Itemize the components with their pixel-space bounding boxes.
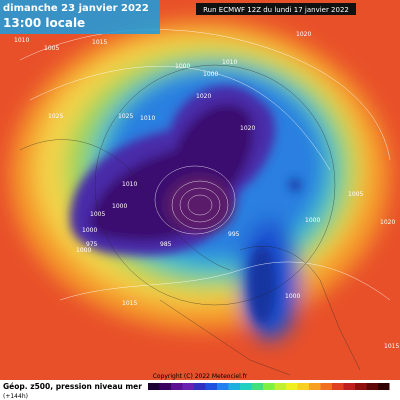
scale-swatch <box>297 383 309 390</box>
isobar-label: 1015 <box>92 39 107 46</box>
isobar-label: 1020 <box>296 31 311 38</box>
scale-swatch <box>355 383 367 390</box>
scale-swatch <box>240 383 252 390</box>
run-info: Run ECMWF 12Z du lundi 17 janvier 2022 <box>203 6 349 14</box>
isobar-label: 975 <box>86 241 98 248</box>
isobar-label: 1010 <box>140 115 155 122</box>
scale-swatch <box>171 383 183 390</box>
isobar-label: 1000 <box>285 293 300 300</box>
isobar-label: 1010 <box>14 37 29 44</box>
isobar-label: 1000 <box>305 217 320 224</box>
isobar-label: 1010 <box>222 59 237 66</box>
scale-swatch <box>309 383 321 390</box>
isobar-label: 1020 <box>240 125 255 132</box>
isobar-label: 1000 <box>76 247 91 254</box>
scale-swatch <box>148 383 160 390</box>
isobar-label: 1000 <box>175 63 190 70</box>
scale-swatch <box>274 383 286 390</box>
isobar-label: 1015 <box>122 300 137 307</box>
scale-swatch <box>332 383 344 390</box>
scale-swatch <box>378 383 390 390</box>
isobar-label: 1005 <box>44 45 59 52</box>
copyright: Copyright (C) 2022 Meteociel.fr <box>153 373 248 380</box>
scale-swatch <box>286 383 298 390</box>
isobar-label: 1000 <box>112 203 127 210</box>
isobar-label: 1005 <box>90 211 105 218</box>
isobar-label: 1020 <box>380 219 395 226</box>
scale-swatch <box>182 383 194 390</box>
forecast-date: dimanche 23 janvier 2022 <box>3 3 149 14</box>
footer-lead: (+144h) <box>3 393 28 400</box>
run-box <box>196 3 356 15</box>
isobar-label: 1010 <box>122 181 137 188</box>
isobar-label: 995 <box>228 231 240 238</box>
isobar-label: 985 <box>160 241 172 248</box>
scale-swatch <box>263 383 275 390</box>
scale-swatch <box>251 383 263 390</box>
isobar-label: 1005 <box>348 191 363 198</box>
header-box <box>0 0 160 34</box>
scale-swatch <box>217 383 229 390</box>
isobar-label: 1025 <box>48 113 63 120</box>
isobar-label: 1000 <box>203 71 218 78</box>
footer-title: Géop. z500, pression niveau mer <box>3 382 142 391</box>
geopotential-field <box>0 0 400 380</box>
isobar-label: 1000 <box>82 227 97 234</box>
isobar-labels: 1010 1005 1015 1020 1000 1000 1010 1025 1025 1010… <box>14 31 399 350</box>
color-scale <box>148 383 390 390</box>
scale-swatch <box>343 383 355 390</box>
forecast-time: 13:00 locale <box>3 16 85 30</box>
scale-swatch <box>194 383 206 390</box>
scale-swatch <box>366 383 378 390</box>
scale-swatch <box>320 383 332 390</box>
isobar-label: 1020 <box>196 93 211 100</box>
scale-swatch <box>159 383 171 390</box>
scale-swatch <box>228 383 240 390</box>
isobar-label: 1015 <box>384 343 399 350</box>
scale-swatch <box>205 383 217 390</box>
isobar-label: 1025 <box>118 113 133 120</box>
